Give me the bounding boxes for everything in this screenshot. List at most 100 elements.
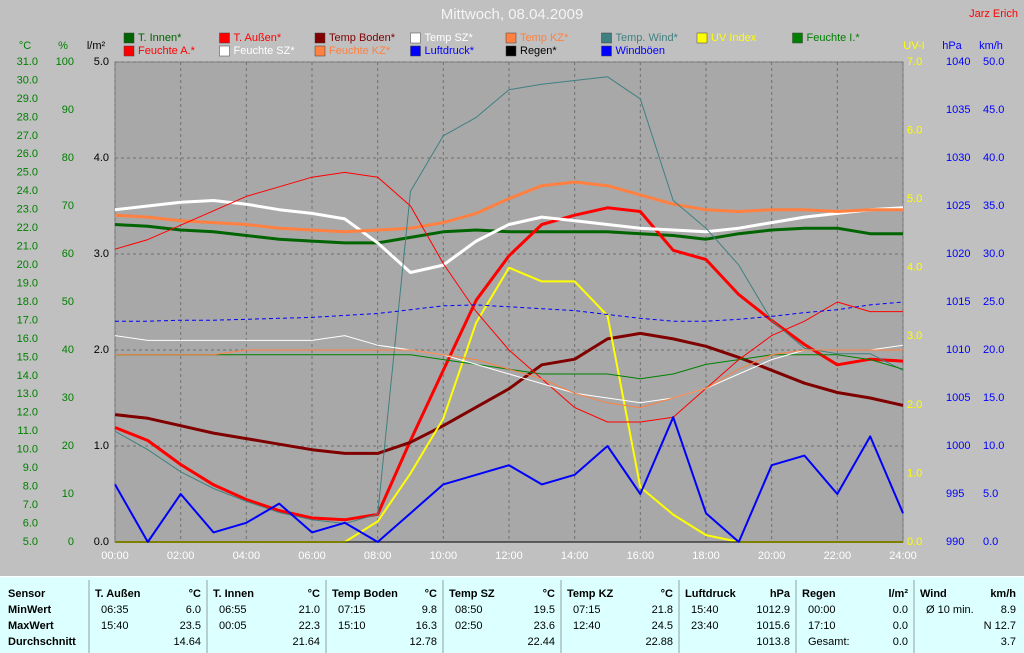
y-tick-label: 30: [62, 392, 74, 404]
cell-value: 23.5: [180, 620, 201, 632]
legend-label: Temp. Wind*: [616, 32, 679, 44]
series-line: [114, 180, 903, 234]
y-tick-label: 1035: [946, 104, 970, 116]
y-tick-label: 29.0: [17, 93, 38, 105]
x-tick-label: 10:00: [430, 550, 458, 562]
y-tick-label: 0.0: [983, 536, 998, 548]
y-tick-label: 26.0: [17, 148, 38, 160]
y-tick-label: 13.0: [17, 388, 38, 400]
y-tick-label: 5.0: [983, 488, 998, 500]
legend-label: T. Innen*: [138, 32, 182, 44]
y-tick-label: 24.0: [17, 185, 38, 197]
axis-unit: °C: [19, 40, 31, 52]
legend-swatch: [123, 45, 135, 57]
cell-value: 1015.6: [756, 620, 790, 632]
y-tick-label: 3.0: [907, 330, 922, 342]
series-line: [115, 349, 903, 409]
y-tick-label: 1005: [946, 392, 970, 404]
legend-swatch: [219, 32, 230, 44]
legend-label: UV Index: [711, 32, 757, 44]
x-tick-label: 04:00: [233, 550, 261, 562]
y-tick-label: 10.0: [983, 440, 1004, 452]
cell-value: 0.0: [893, 620, 908, 632]
legend-label: Temp SZ*: [425, 32, 474, 44]
y-tick-label: 6.0: [907, 124, 922, 136]
y-tick-label: 1015: [946, 296, 970, 308]
legend-label: Feuchte KZ*: [329, 45, 391, 57]
y-tick-label: 2.0: [907, 399, 922, 411]
y-tick-label: 25.0: [17, 167, 38, 179]
axis-unit: l/m²: [87, 40, 106, 52]
y-tick-label: 20.0: [983, 344, 1004, 356]
y-tick-label: 6.0: [23, 517, 38, 529]
y-tick-label: 20: [62, 440, 74, 452]
y-tick-label: 1000: [946, 440, 970, 452]
legend-label: Luftdruck*: [425, 45, 475, 57]
column-name: Temp KZ: [567, 588, 614, 600]
cell-value: 12.78: [409, 636, 437, 648]
cell-value: 22.88: [645, 636, 673, 648]
y-tick-label: 23.0: [17, 204, 38, 216]
y-tick-label: 15.0: [17, 351, 38, 363]
column-unit: °C: [189, 588, 201, 600]
y-tick-label: 5.0: [907, 193, 922, 205]
series-line: [115, 301, 904, 322]
cell-time: 08:50: [455, 604, 483, 616]
y-tick-label: 15.0: [983, 392, 1004, 404]
y-tick-label: 50: [62, 296, 74, 308]
x-tick-label: 20:00: [758, 550, 786, 562]
y-tick-label: 35.0: [983, 200, 1004, 212]
cell-time: 07:15: [338, 604, 366, 616]
cell-value: 9.8: [422, 604, 437, 616]
legend-swatch: [314, 45, 326, 57]
x-tick-label: 18:00: [692, 550, 720, 562]
y-tick-label: 30.0: [17, 74, 38, 86]
column-unit: l/m²: [888, 588, 908, 600]
row-label: MinWert: [8, 604, 52, 616]
y-tick-label: 3.0: [94, 248, 109, 260]
cell-value: 21.8: [652, 604, 673, 616]
legend-label: Feuchte I.*: [807, 32, 861, 44]
y-tick-label: 17.0: [17, 314, 38, 326]
y-tick-label: 1020: [946, 248, 970, 260]
x-tick-label: 24:00: [889, 550, 917, 562]
row-label: MaxWert: [8, 620, 54, 632]
cell-time: 00:05: [219, 620, 247, 632]
legend-swatch: [410, 45, 421, 57]
chart-title: Mittwoch, 08.04.2009: [441, 6, 584, 23]
legend-swatch: [601, 32, 612, 44]
legend-label: Feuchte A.*: [138, 45, 196, 57]
cell-time: 12:40: [573, 620, 601, 632]
x-tick-label: 00:00: [101, 550, 129, 562]
series-line: [114, 171, 903, 423]
legend-swatch: [314, 32, 326, 44]
y-tick-label: 7.0: [907, 56, 922, 68]
legend-swatch: [505, 45, 517, 57]
y-tick-label: 5.0: [23, 536, 38, 548]
legend-swatch: [123, 32, 135, 44]
y-tick-label: 100: [56, 56, 74, 68]
cell-time: Gesamt:: [808, 636, 850, 648]
y-tick-label: 0: [68, 536, 74, 548]
y-tick-label: 1010: [946, 344, 970, 356]
column-name: Luftdruck: [685, 588, 737, 600]
legend-swatch: [696, 32, 708, 44]
cell-time: Ø 10 min.: [926, 604, 974, 616]
y-tick-label: 995: [946, 488, 964, 500]
legend-label: Feuchte SZ*: [234, 45, 296, 57]
y-tick-label: 19.0: [17, 277, 38, 289]
y-tick-label: 7.0: [23, 499, 38, 511]
column-unit: hPa: [770, 588, 791, 600]
cell-value: 21.64: [292, 636, 320, 648]
cell-value: 16.3: [416, 620, 437, 632]
cell-value: 1012.9: [756, 604, 790, 616]
y-tick-label: 5.0: [94, 56, 109, 68]
y-tick-label: 10: [62, 488, 74, 500]
y-tick-label: 25.0: [983, 296, 1004, 308]
column-unit: °C: [543, 588, 555, 600]
cell-time: 15:40: [101, 620, 129, 632]
y-tick-label: 8.0: [23, 481, 38, 493]
series-line: [114, 76, 904, 524]
